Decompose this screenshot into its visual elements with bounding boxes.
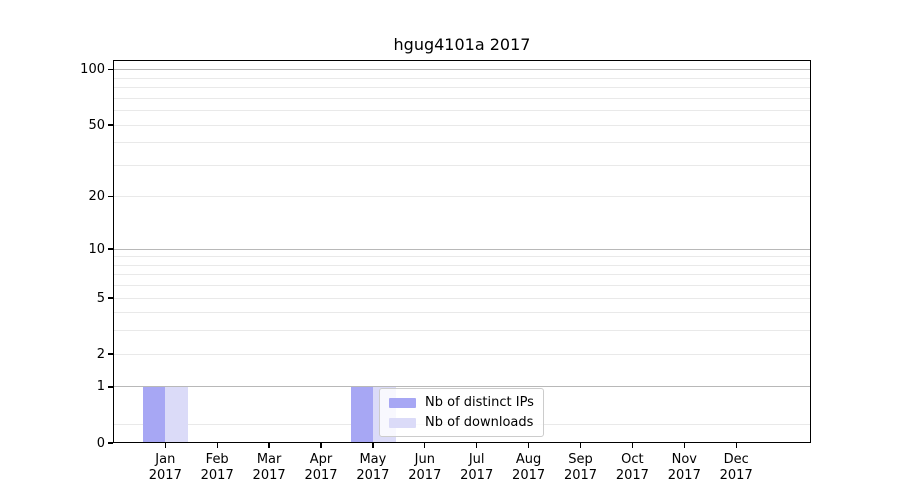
y-tick-mark bbox=[108, 124, 113, 126]
major-gridline bbox=[113, 386, 811, 388]
minor-gridline bbox=[113, 285, 811, 287]
x-tick-mark bbox=[372, 443, 374, 448]
x-tick-label: Jan 2017 bbox=[134, 452, 196, 484]
x-tick-label-month: Oct bbox=[621, 452, 644, 467]
bar-downloads bbox=[165, 386, 189, 443]
x-tick-label-month: Aug bbox=[515, 452, 542, 467]
y-tick-label: 50 bbox=[88, 117, 105, 133]
x-tick-label: Jun 2017 bbox=[394, 452, 456, 484]
y-tick-label: 5 bbox=[96, 290, 105, 306]
x-tick-label-year: 2017 bbox=[563, 468, 598, 483]
x-tick-label-month: Apr bbox=[309, 452, 333, 467]
y-tick-label: 2 bbox=[96, 346, 105, 362]
x-tick-mark bbox=[683, 443, 685, 448]
x-tick-label-month: May bbox=[359, 452, 387, 467]
x-tick-mark bbox=[527, 443, 530, 448]
x-tick-mark bbox=[735, 443, 737, 448]
y-tick-mark bbox=[108, 196, 113, 198]
x-tick-label: May 2017 bbox=[342, 452, 404, 484]
bar-distinct-ips bbox=[350, 386, 373, 443]
x-tick-label: Aug 2017 bbox=[498, 452, 560, 484]
y-tick-label: 10 bbox=[88, 241, 105, 257]
x-tick-label-year: 2017 bbox=[356, 468, 390, 483]
x-tick-mark bbox=[631, 443, 634, 448]
x-tick-label-month: Dec bbox=[723, 452, 749, 467]
x-tick-label-year: 2017 bbox=[148, 468, 182, 483]
x-tick-label-month: Jun bbox=[414, 452, 435, 467]
legend-swatch-distinct-ips bbox=[389, 397, 416, 408]
major-gridline bbox=[113, 69, 811, 71]
minor-gridline bbox=[113, 110, 811, 112]
y-tick-label: 1 bbox=[96, 379, 105, 395]
x-tick-mark bbox=[424, 443, 426, 448]
minor-gridline bbox=[113, 264, 811, 266]
y-tick-mark bbox=[108, 386, 113, 388]
x-tick-label: Feb 2017 bbox=[186, 452, 248, 484]
x-tick-mark bbox=[476, 443, 478, 448]
x-tick-label: Nov 2017 bbox=[653, 452, 715, 484]
x-tick-label-month: Jan bbox=[155, 452, 176, 467]
legend-entry-downloads: Nb of downloads bbox=[389, 415, 534, 430]
x-tick-label-month: Mar bbox=[256, 452, 282, 467]
major-gridline bbox=[113, 248, 811, 250]
y-tick-mark bbox=[108, 297, 113, 299]
minor-gridline bbox=[113, 256, 811, 258]
x-tick-label-year: 2017 bbox=[408, 468, 442, 483]
y-tick-mark bbox=[108, 248, 113, 250]
x-tick-label-year: 2017 bbox=[512, 468, 546, 483]
minor-gridline bbox=[113, 330, 811, 332]
x-tick-label: Apr 2017 bbox=[290, 452, 352, 484]
plot-area: Nb of distinct IPs Nb of downloads bbox=[113, 60, 811, 443]
minor-gridline bbox=[113, 77, 811, 79]
y-tick-mark bbox=[108, 69, 113, 71]
minor-gridline bbox=[113, 142, 811, 144]
x-tick-label-year: 2017 bbox=[304, 468, 338, 483]
x-tick-mark bbox=[320, 443, 322, 448]
legend-label-distinct-ips: Nb of distinct IPs bbox=[425, 395, 534, 410]
y-tick-mark bbox=[108, 442, 113, 444]
x-tick-label-year: 2017 bbox=[615, 468, 649, 483]
legend-label-downloads: Nb of downloads bbox=[425, 415, 534, 430]
x-tick-mark bbox=[216, 443, 218, 448]
x-tick-label: Sep 2017 bbox=[550, 452, 612, 484]
y-tick-mark bbox=[108, 353, 113, 355]
major-gridline bbox=[113, 196, 811, 198]
x-tick-mark bbox=[268, 443, 270, 448]
x-tick-label-year: 2017 bbox=[460, 468, 494, 483]
x-tick-label-year: 2017 bbox=[667, 468, 701, 483]
y-tick-label: 0 bbox=[96, 435, 105, 451]
legend-entry-distinct-ips: Nb of distinct IPs bbox=[389, 395, 534, 410]
minor-gridline bbox=[113, 164, 811, 166]
minor-gridline bbox=[113, 97, 811, 99]
minor-gridline bbox=[113, 87, 811, 89]
x-tick-label: Jul 2017 bbox=[446, 452, 508, 484]
legend: Nb of distinct IPs Nb of downloads bbox=[379, 388, 544, 437]
major-gridline bbox=[113, 124, 811, 126]
x-tick-label: Dec 2017 bbox=[705, 452, 767, 484]
major-gridline bbox=[113, 297, 811, 299]
y-tick-label: 20 bbox=[88, 189, 105, 205]
x-tick-label-month: Feb bbox=[205, 452, 229, 467]
x-tick-label-year: 2017 bbox=[719, 468, 753, 483]
minor-gridline bbox=[113, 312, 811, 314]
minor-gridline bbox=[113, 274, 811, 276]
x-tick-label-year: 2017 bbox=[200, 468, 234, 483]
x-tick-mark bbox=[164, 443, 166, 448]
x-tick-label-month: Jul bbox=[468, 452, 485, 467]
y-tick-label: 100 bbox=[80, 62, 105, 78]
x-tick-label-year: 2017 bbox=[252, 468, 286, 483]
x-tick-label: Mar 2017 bbox=[238, 452, 300, 484]
x-tick-label-month: Nov bbox=[671, 452, 697, 467]
legend-swatch-downloads bbox=[389, 417, 416, 428]
chart-title: hgug4101a 2017 bbox=[393, 35, 531, 54]
x-tick-mark bbox=[579, 443, 582, 448]
x-tick-label: Oct 2017 bbox=[601, 452, 663, 484]
x-tick-label-month: Sep bbox=[568, 452, 593, 467]
bar-distinct-ips bbox=[143, 386, 166, 443]
major-gridline bbox=[113, 353, 811, 355]
